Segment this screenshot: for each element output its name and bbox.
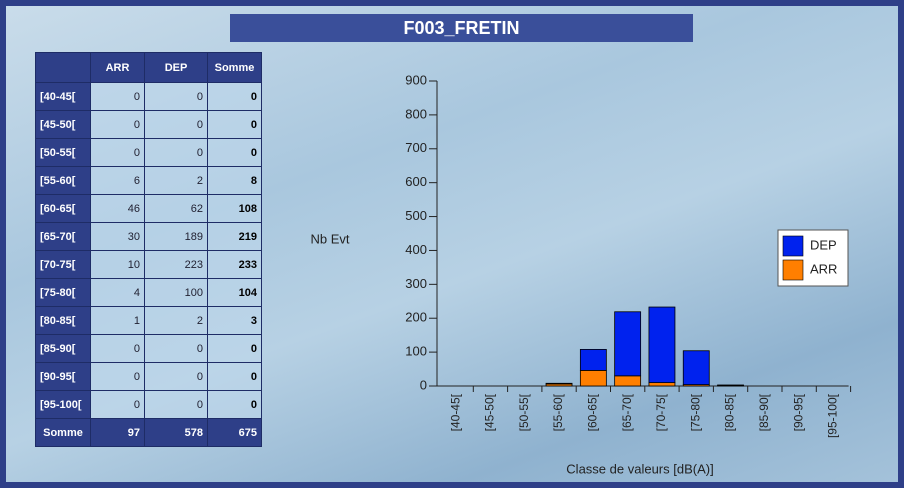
row-label: [95-100[ — [35, 390, 91, 419]
cell: 0 — [90, 390, 145, 419]
x-tick-label: [40-45[ — [448, 393, 462, 431]
legend-label: DEP — [810, 237, 837, 252]
cell: 0 — [144, 390, 208, 419]
bar-segment — [579, 348, 607, 371]
y-axis-label: Nb Evt — [310, 231, 349, 246]
bar-segment — [648, 382, 676, 387]
cell: 62 — [144, 194, 208, 223]
bar-segment — [614, 375, 642, 387]
row-label: [90-95[ — [35, 362, 91, 391]
y-tick-label: 600 — [405, 174, 427, 189]
column-header: ARR — [90, 52, 145, 83]
cell: 219 — [207, 222, 262, 251]
x-tick-label: [50-55[ — [517, 393, 531, 431]
y-tick-label: 900 — [405, 72, 427, 87]
cell: 3 — [207, 306, 262, 335]
row-label: [85-90[ — [35, 334, 91, 363]
cell: 578 — [144, 418, 208, 447]
total-row: Somme 97 578 675 — [35, 418, 262, 447]
cell: 0 — [144, 110, 208, 139]
cell: 0 — [144, 362, 208, 391]
cell: 10 — [90, 250, 145, 279]
cell: 0 — [90, 82, 145, 111]
legend-swatch — [782, 259, 804, 281]
cell: 97 — [90, 418, 145, 447]
row-label: [50-55[ — [35, 138, 91, 167]
cell: 0 — [207, 334, 262, 363]
chart: 0 100 200 300 400 500 600 700 800 900 Nb Evt Classe… — [310, 72, 852, 476]
cell: 108 — [207, 194, 262, 223]
x-tick-label: [80-85[ — [723, 393, 737, 431]
row-label: [65-70[ — [35, 222, 91, 251]
bar-segment — [545, 382, 573, 385]
cell: 675 — [207, 418, 262, 447]
x-tick-label: [85-90[ — [757, 393, 771, 431]
row-label: [40-45[ — [35, 82, 91, 111]
bar-segment — [614, 311, 642, 377]
cell: 0 — [90, 138, 145, 167]
cell: 0 — [90, 362, 145, 391]
y-tick-label: 200 — [405, 310, 427, 325]
y-tick-label: 0 — [420, 377, 427, 392]
table-row: [40-45[0 0 0 — [35, 82, 262, 111]
table-row: [95-100[0 0 0 — [35, 390, 262, 419]
row-label: [75-80[ — [35, 278, 91, 307]
bar-segment — [717, 384, 744, 387]
table-row: [65-70[30 189 219 — [35, 222, 262, 251]
y-tick-label: 400 — [405, 242, 427, 257]
y-tick-label: 500 — [405, 208, 427, 223]
cell: 0 — [207, 82, 262, 111]
table-row: [85-90[0 0 0 — [35, 334, 262, 363]
bar-segment — [682, 350, 710, 386]
y-tick-label: 700 — [405, 140, 427, 155]
cell: 2 — [144, 306, 208, 335]
y-tick-label: 800 — [405, 106, 427, 121]
corner-cell — [35, 52, 91, 83]
cell: 0 — [207, 138, 262, 167]
column-header: Somme — [207, 52, 262, 83]
x-tick-label: [45-50[ — [483, 393, 497, 431]
cell: 0 — [144, 82, 208, 111]
y-tick-label: 300 — [405, 276, 427, 291]
data-table: ARR DEP Somme [40-45[0 0 0 [45-50[0 0 0 [50-55[0 0… — [35, 52, 262, 447]
x-axis-label: Classe de valeurs [dB(A)] — [566, 461, 713, 476]
table-row: [50-55[0 0 0 — [35, 138, 262, 167]
bar-segment — [579, 370, 607, 387]
cell: 100 — [144, 278, 208, 307]
cell: 0 — [144, 334, 208, 363]
table-row: [80-85[1 2 3 — [35, 306, 262, 335]
cell: 30 — [90, 222, 145, 251]
table-row: [70-75[10 223 233 — [35, 250, 262, 279]
y-tick-label: 100 — [405, 344, 427, 359]
cell: 46 — [90, 194, 145, 223]
row-label: Somme — [35, 418, 91, 447]
x-tick-label: [70-75[ — [654, 393, 668, 431]
legend-label: ARR — [810, 261, 837, 276]
x-tick-label: [55-60[ — [551, 393, 565, 431]
cell: 0 — [207, 390, 262, 419]
cell: 2 — [144, 166, 208, 195]
x-tick-label: [95-100[ — [826, 393, 840, 438]
panel-title: F003_FRETIN — [230, 14, 693, 42]
table-row: [90-95[0 0 0 — [35, 362, 262, 391]
x-tick-label: [75-80[ — [688, 393, 702, 431]
x-tick-label: [65-70[ — [620, 393, 634, 431]
header-row: ARR DEP Somme — [35, 52, 262, 83]
table-row: [45-50[0 0 0 — [35, 110, 262, 139]
cell: 0 — [207, 110, 262, 139]
bar-segment — [648, 306, 676, 384]
legend-swatch — [782, 235, 804, 257]
x-tick-label: [90-95[ — [791, 393, 805, 431]
row-label: [70-75[ — [35, 250, 91, 279]
cell: 0 — [90, 334, 145, 363]
x-tick-label: [60-65[ — [586, 393, 600, 431]
cell: 0 — [207, 362, 262, 391]
